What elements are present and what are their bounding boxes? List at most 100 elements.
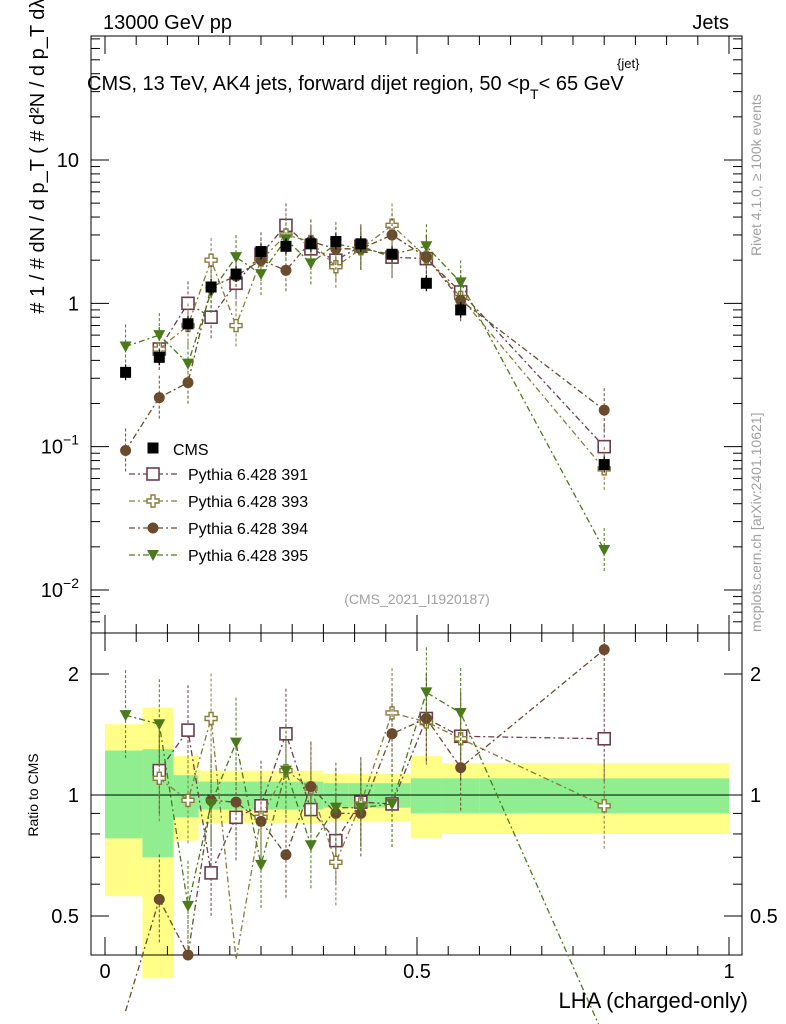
chart-title-sup: {jet} (617, 56, 640, 71)
y-tick-label-main: 10−1 (41, 432, 79, 459)
series-point-ratio (597, 731, 612, 746)
series-line-ratio (124, 649, 605, 1012)
y-tick-label-ratio-right: 0.5 (750, 906, 778, 928)
x-tick-label: 0.5 (403, 961, 431, 983)
series-point-ratio (230, 796, 242, 808)
series-point-ratio (153, 893, 165, 905)
series-point-main (420, 241, 433, 253)
legend-marker (147, 550, 159, 561)
legend-marker (146, 494, 160, 508)
series-point-main (255, 254, 267, 266)
y-tick-label-ratio: 0.5 (51, 906, 79, 928)
svg-text:# 1 / # dN / d p_T ( # d²N /: # 1 / # dN / d p_T ( # d²N / d p_T dλ ) (27, 0, 49, 314)
series-point-ratio (598, 644, 610, 656)
series-point-main (598, 545, 611, 557)
legend-marker-cms (147, 442, 159, 454)
data-point (182, 318, 194, 330)
series-point-ratio (304, 840, 317, 852)
legend-label: Pythia 6.428 394 (188, 521, 308, 538)
data-point (205, 281, 217, 293)
data-point (280, 240, 292, 252)
series-point-main (598, 404, 610, 416)
x-tick-label: 0 (99, 961, 110, 983)
data-point (230, 268, 242, 280)
data-point (330, 236, 342, 248)
series-point-ratio (386, 798, 399, 810)
side-label-rivet: Rivet 4.1.0, ≥ 100k events (748, 94, 764, 256)
series-point-main (455, 294, 467, 306)
series-point-ratio (329, 802, 342, 814)
series-point-ratio (454, 707, 467, 719)
header-right: Jets (692, 12, 729, 34)
data-point (120, 366, 132, 378)
data-point (153, 351, 165, 363)
series-point-ratio (230, 737, 243, 749)
series-point-ratio (204, 711, 218, 726)
data-point (386, 248, 398, 260)
series-point-main (229, 318, 243, 333)
y-tick-label-main: 1 (68, 293, 79, 315)
series-point-ratio (280, 849, 292, 861)
y-axis-label-ratio: Ratio to CMS (25, 753, 41, 836)
legend: CMS Pythia 6.428 391 Pythia 6.428 393 Pythi… (129, 442, 308, 565)
series-point-main (153, 392, 165, 404)
legend-label: Pythia 6.428 395 (188, 548, 308, 565)
series-point-ratio (420, 687, 433, 699)
data-point (420, 277, 432, 289)
series-point-ratio (181, 793, 195, 808)
series-line-main (125, 234, 605, 451)
y-tick-label-ratio: 1 (68, 785, 79, 807)
series-line-main (158, 224, 605, 448)
series-point-main (119, 341, 132, 353)
main-frame (90, 35, 743, 634)
series-point-ratio (329, 855, 343, 870)
series-point-main (230, 252, 243, 264)
series-point-ratio (305, 780, 317, 792)
y-tick-label-ratio-right: 1 (750, 785, 761, 807)
series-point-main (181, 358, 194, 370)
series-point-ratio (597, 799, 611, 813)
x-tick-label: 1 (723, 961, 734, 983)
series-point-main (153, 330, 166, 342)
legend-label: Pythia 6.428 391 (188, 467, 308, 484)
series-point-main (255, 269, 267, 281)
analysis-id: (CMS_2021_I1920187) (344, 591, 490, 607)
series-point-ratio (255, 859, 267, 871)
y-tick-label-main: 10 (57, 150, 79, 172)
ratio-panel: 0.5 0.5 1 1 2 2 0 0.5 1 (51, 615, 778, 1024)
series-point-ratio (153, 719, 166, 731)
series-point-main (204, 310, 218, 325)
series-line-main (158, 224, 605, 470)
series-point-main (204, 253, 218, 267)
series-point-ratio (152, 771, 166, 786)
series-point-ratio (455, 762, 467, 774)
legend-label: Pythia 6.428 393 (188, 494, 308, 511)
data-point (305, 238, 317, 250)
series-point-ratio (279, 765, 292, 777)
data-point (355, 238, 367, 250)
legend-label-cms: CMS (173, 442, 209, 459)
data-point (598, 459, 610, 471)
series-line-main (125, 238, 605, 551)
series-point-main (181, 296, 195, 311)
data-point (255, 245, 267, 257)
series-point-main (280, 264, 292, 276)
series-point-ratio (386, 728, 398, 740)
y-tick-label-ratio: 2 (68, 664, 79, 686)
series-point-main (120, 445, 132, 457)
series-point-main (304, 258, 317, 270)
header-left: 13000 GeV pp (103, 12, 232, 34)
series-point-ratio (205, 798, 218, 810)
series-point-main (454, 277, 467, 289)
series-point-ratio (119, 710, 132, 722)
data-point (455, 304, 467, 316)
y-tick-label-ratio-right: 2 (750, 664, 761, 686)
series-point-ratio (354, 802, 367, 814)
y-tick-label-exponent: −1 (63, 432, 79, 448)
series-point-ratio (182, 949, 194, 961)
ratio-band-green (410, 778, 442, 814)
series-point-ratio (385, 706, 399, 720)
side-label-mcplots: mcplots.cern.ch [arXiv:2401.10621] (748, 413, 764, 632)
legend-marker (147, 522, 159, 534)
